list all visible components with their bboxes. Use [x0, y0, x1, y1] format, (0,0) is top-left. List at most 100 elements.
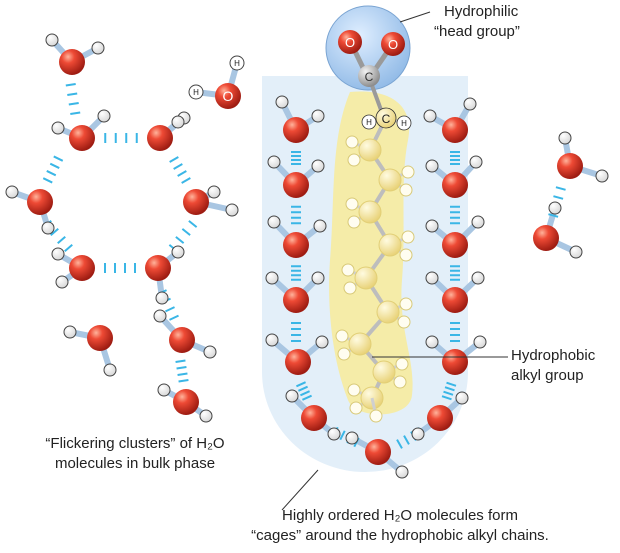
hydrogen-bond-dash [70, 111, 81, 116]
hydrogen-atom [411, 427, 425, 441]
oxygen-atom [145, 255, 171, 281]
water-molecule [267, 155, 325, 198]
hydrogen-bond [296, 381, 312, 401]
hydrogen-atom [425, 219, 439, 233]
hydrogen-bond [291, 322, 301, 342]
hydrogen-atom [463, 97, 477, 111]
hydrogen-atom [225, 203, 239, 217]
hydrogen-bond [169, 156, 191, 184]
hydrogen-bond [441, 381, 457, 401]
chain-hydrogen [397, 315, 411, 329]
hydrogen-atom [285, 389, 299, 403]
hydrogen-atom [327, 427, 341, 441]
hydrophobic-alkyl-group-label: Hydrophobic alkyl group [511, 346, 595, 386]
hydrogen-atom [425, 271, 439, 285]
chain-carbon-1 [375, 107, 397, 129]
hydrogen-atom [569, 245, 583, 259]
chain-hydrogen-1a [361, 114, 377, 130]
hydrogen-atom [311, 109, 325, 123]
hydrogen-bond [450, 322, 460, 342]
hydrogen-atom [91, 41, 105, 55]
hydrogen-atom [595, 169, 609, 183]
hydrogen-atom [265, 271, 279, 285]
hydrogen-bond-dash [64, 243, 73, 253]
hydrogen-bond-dash [446, 381, 457, 387]
oxygen-atom [283, 232, 309, 258]
hydrogen-atom [315, 335, 329, 349]
hydrogen-bond-dash [181, 228, 191, 236]
hydrogen-bond-dash [553, 195, 564, 200]
chain-carbon [372, 360, 396, 384]
hydrogen-atom [45, 33, 59, 47]
hydrogen-bond-dash [396, 439, 403, 449]
chain-hydrogen [401, 230, 415, 244]
flickering-clusters-label-line-2: molecules in bulk phase [54, 455, 216, 472]
ordered-cages-label: Highly ordered H₂O molecules form “cages… [190, 506, 610, 546]
labelled-water-hydrogen-top: H [234, 59, 240, 68]
hydrogen-atom [103, 363, 117, 377]
hydrogen-bond [65, 82, 81, 116]
water-molecule [45, 33, 105, 75]
labelled-water-hydrogen-left: H [193, 88, 199, 97]
chain-hydrogen [345, 135, 359, 149]
water-molecule [5, 185, 55, 235]
water-molecule [145, 245, 185, 305]
head-carbon-symbol: C [365, 70, 374, 84]
hydrogen-atom [63, 325, 77, 339]
hydrogen-bond [104, 263, 136, 273]
hydrogen-bond-dash [178, 379, 189, 383]
oxygen-atom [442, 349, 468, 375]
hydrogen-bond-dash [67, 92, 78, 97]
water-molecules [5, 33, 609, 479]
hydrogen-bond-dash [177, 372, 188, 376]
chain-hydrogen [345, 197, 359, 211]
hydrogen-atom [395, 465, 409, 479]
chain-carbon [378, 233, 402, 257]
chain-hydrogen-1b [396, 115, 412, 131]
hydrogen-bond-dash [548, 213, 559, 218]
first-methylene-group: C H H [361, 107, 412, 131]
labelled-water-oxygen: O [223, 88, 234, 104]
water-molecule [153, 309, 217, 359]
labelled-water-molecule: H H O [188, 55, 245, 109]
hydrogen-bond-dash [175, 359, 186, 363]
hydrogen-bond-dash [339, 430, 346, 441]
hydrogen-atom [423, 109, 437, 123]
hydrogen-atom [469, 155, 483, 169]
water-molecule [425, 271, 485, 313]
oxygen-atom [442, 117, 468, 143]
hydrogen-atom [558, 131, 572, 145]
oxygen-atom [69, 125, 95, 151]
water-molecule [345, 431, 409, 479]
chain-hydrogen [337, 347, 351, 361]
water-molecule [425, 335, 487, 375]
hydrogen-atom [155, 291, 169, 305]
water-molecule [425, 155, 483, 198]
hydrogen-bond [291, 205, 301, 225]
hydrogen-bond-dash [175, 236, 185, 244]
head-carbon [358, 65, 380, 87]
hydrogen-bond-dash [50, 227, 59, 237]
hydrogen-atom [199, 409, 213, 423]
hydrogen-bond-dash [188, 220, 198, 228]
hydrogen-bond-dash [441, 395, 452, 401]
chain-carbon [376, 300, 400, 324]
chain-carbon [348, 332, 372, 356]
hydrogen-atom [171, 245, 185, 259]
flickering-clusters-label-line-1: “Flickering clusters” of H₂O [45, 435, 225, 452]
head-group-sphere [325, 5, 411, 91]
chain-hydrogen [369, 409, 383, 423]
hydrogen-bonds-layer [42, 82, 566, 449]
hydrogen-atom [267, 215, 281, 229]
oxygen-atom [283, 287, 309, 313]
oxygen-atom [173, 389, 199, 415]
hydrogen-bond-dash [49, 162, 60, 169]
water-molecule [265, 333, 329, 375]
oxygen-atom [533, 225, 559, 251]
water-molecule [267, 215, 327, 258]
head-group-label-line-2: “head group” [434, 23, 520, 40]
chain-carbon [358, 138, 382, 162]
water-molecule [51, 247, 95, 289]
hydrogen-bond [104, 133, 138, 143]
hydrogen-atom [51, 247, 65, 261]
